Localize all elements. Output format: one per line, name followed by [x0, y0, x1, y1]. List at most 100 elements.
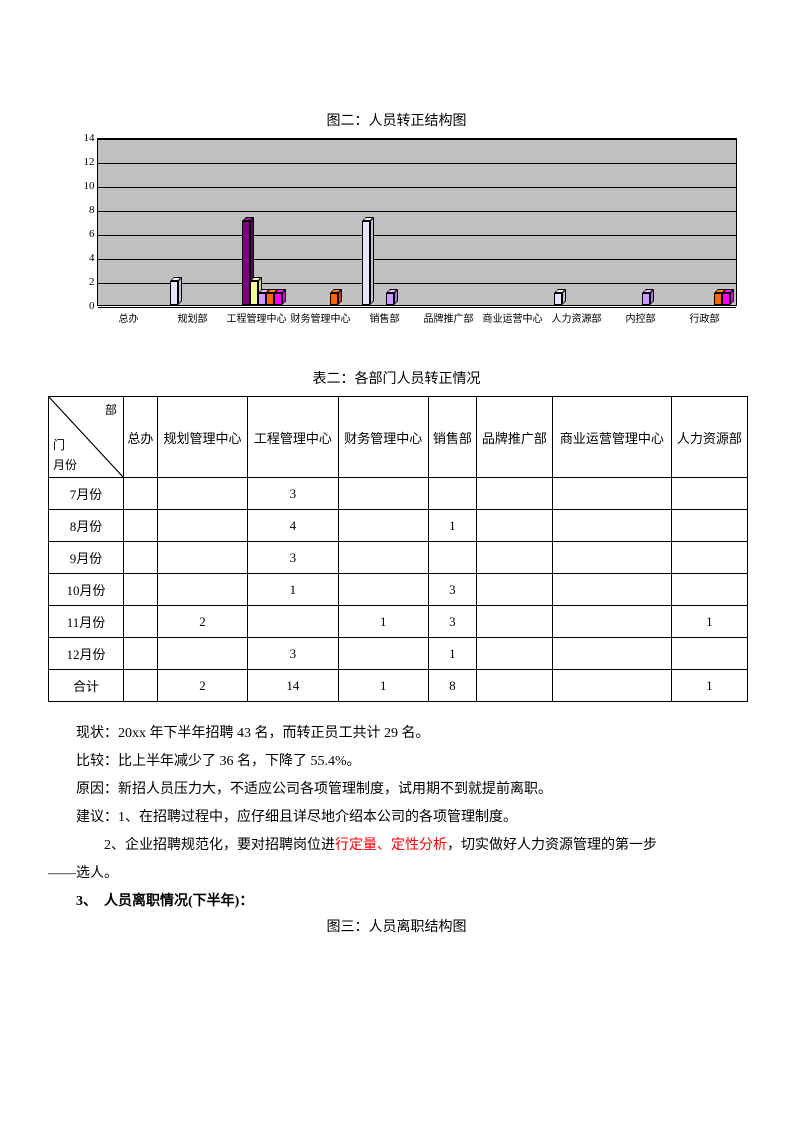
- diag-mid: 门: [53, 436, 65, 453]
- cell: 3: [248, 542, 338, 574]
- cell: [553, 638, 672, 670]
- cell: [157, 638, 247, 670]
- table-row: 合计214181: [49, 670, 748, 702]
- row-label: 10月份: [49, 574, 124, 606]
- cell: [476, 638, 552, 670]
- cell: [157, 478, 247, 510]
- cell: [671, 478, 747, 510]
- cell: 1: [338, 670, 428, 702]
- cell: [476, 670, 552, 702]
- cell: [476, 606, 552, 638]
- cell: [476, 542, 552, 574]
- cell: 1: [671, 606, 747, 638]
- cell: [124, 574, 158, 606]
- col-header: 人力资源部: [671, 397, 747, 478]
- bar: [242, 221, 250, 305]
- cell: [157, 510, 247, 542]
- cell: [124, 638, 158, 670]
- xlabel: 销售部: [370, 310, 400, 325]
- ytick: 4: [57, 252, 95, 264]
- table-diag-header: 部 门 月份: [49, 397, 124, 478]
- cell: [157, 542, 247, 574]
- ytick: 0: [57, 300, 95, 312]
- cell: 1: [338, 606, 428, 638]
- cell: [338, 510, 428, 542]
- cell: [553, 510, 672, 542]
- row-label: 12月份: [49, 638, 124, 670]
- cell: [671, 638, 747, 670]
- p5b: ，切实做好人力资源管理的第一步: [447, 838, 657, 853]
- bar: [386, 293, 394, 305]
- table-row: 8月份41: [49, 510, 748, 542]
- cell: [248, 606, 338, 638]
- bar: [258, 293, 266, 305]
- cell: [553, 542, 672, 574]
- table-row: 10月份 1 3: [49, 574, 748, 606]
- table-row: 7月份3: [49, 478, 748, 510]
- row-label: 11月份: [49, 606, 124, 638]
- cell: [338, 638, 428, 670]
- ytick: 14: [57, 132, 95, 144]
- para-suggest-2b: ——选人。: [48, 860, 745, 888]
- bar: [170, 281, 178, 305]
- cell: [124, 606, 158, 638]
- xlabel: 工程管理中心: [227, 310, 287, 325]
- bar: [722, 293, 730, 305]
- table-title: 表二：各部门人员转正情况: [48, 368, 745, 388]
- xlabel: 商业运营中心: [483, 310, 543, 325]
- col-header: 工程管理中心: [248, 397, 338, 478]
- xlabel: 行政部: [690, 310, 720, 325]
- p5-red: 行定量、定性分析: [335, 838, 447, 853]
- cell: 3: [428, 574, 476, 606]
- ytick: 8: [57, 204, 95, 216]
- cell: [476, 574, 552, 606]
- cell: [428, 478, 476, 510]
- cell: 1: [428, 510, 476, 542]
- col-header: 财务管理中心: [338, 397, 428, 478]
- cell: [157, 574, 247, 606]
- cell: [338, 574, 428, 606]
- row-label: 合计: [49, 670, 124, 702]
- cell: [553, 670, 672, 702]
- col-header: 销售部: [428, 397, 476, 478]
- ytick: 10: [57, 180, 95, 192]
- xlabel: 内控部: [626, 310, 656, 325]
- bar-chart: 02468101214 总办规划部工程管理中心财务管理中心销售部品牌推广部商业运…: [57, 138, 737, 328]
- diag-top: 部: [105, 401, 117, 418]
- col-header: 总办: [124, 397, 158, 478]
- cell: [338, 542, 428, 574]
- cell: [124, 478, 158, 510]
- cell: [671, 510, 747, 542]
- ytick: 12: [57, 156, 95, 168]
- cell: 14: [248, 670, 338, 702]
- cell: 1: [248, 574, 338, 606]
- row-label: 7月份: [49, 478, 124, 510]
- cell: 8: [428, 670, 476, 702]
- col-header: 商业运营管理中心: [553, 397, 672, 478]
- cell: 3: [248, 638, 338, 670]
- cell: [124, 510, 158, 542]
- bar: [250, 281, 258, 305]
- cell: [553, 606, 672, 638]
- para-status: 现状：20xx 年下半年招聘 43 名，而转正员工共计 29 名。: [48, 720, 745, 748]
- diag-bottom: 月份: [53, 456, 77, 473]
- xlabel: 财务管理中心: [291, 310, 351, 325]
- para-reason: 原因：新招人员压力大，不适应公司各项管理制度，试用期不到就提前离职。: [48, 776, 745, 804]
- row-label: 8月份: [49, 510, 124, 542]
- cell: [553, 478, 672, 510]
- cell: [553, 574, 672, 606]
- para-suggest-2: 2、企业招聘规范化，要对招聘岗位进行定量、定性分析，切实做好人力资源管理的第一步: [48, 832, 745, 860]
- cell: 2: [157, 606, 247, 638]
- cell: [124, 670, 158, 702]
- para-compare: 比较：比上半年减少了 36 名，下降了 55.4%。: [48, 748, 745, 776]
- ytick: 6: [57, 228, 95, 240]
- data-table: 部 门 月份 总办规划管理中心工程管理中心财务管理中心销售部品牌推广部商业运营管…: [48, 396, 748, 702]
- cell: 3: [428, 606, 476, 638]
- cell: [671, 574, 747, 606]
- cell: [124, 542, 158, 574]
- bar: [330, 293, 338, 305]
- cell: [476, 478, 552, 510]
- xlabel: 人力资源部: [552, 310, 602, 325]
- section-3-heading: 3、 人员离职情况(下半年)：: [48, 888, 745, 916]
- table-row: 11月份2131: [49, 606, 748, 638]
